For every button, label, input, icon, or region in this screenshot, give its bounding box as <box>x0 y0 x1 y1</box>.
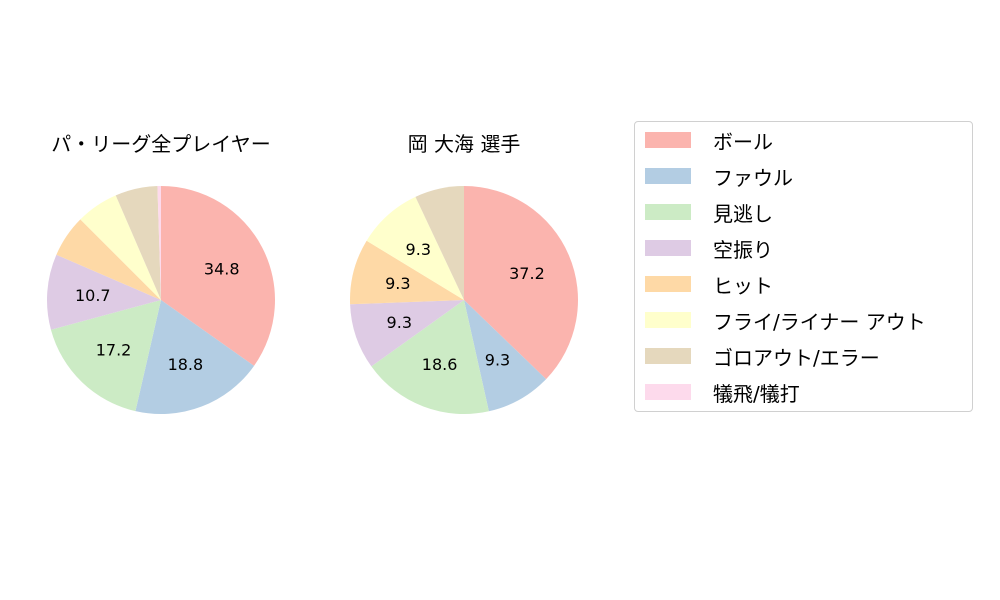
legend-label: ボール <box>713 129 773 154</box>
legend-item-foul: ファウル <box>645 164 793 190</box>
slice-label: 9.3 <box>406 240 431 259</box>
legend-item-hit: ヒット <box>645 272 773 298</box>
legend-swatch <box>645 204 691 220</box>
pie-slice <box>80 195 161 300</box>
legend-label: ゴロアウト/エラー <box>713 345 880 370</box>
pie-slice <box>349 240 464 305</box>
pie-slice <box>135 300 255 414</box>
legend-swatch <box>645 168 691 184</box>
pie-slice <box>50 300 161 412</box>
legend-label: 犠飛/犠打 <box>713 381 800 406</box>
pie-slice <box>371 300 489 415</box>
pie-slice <box>46 254 161 330</box>
right-pie-title: 岡 大海 選手 <box>407 132 521 156</box>
slice-label: 9.3 <box>485 351 510 370</box>
legend-label: 見逃し <box>713 201 773 226</box>
legend-swatch <box>645 384 691 400</box>
slice-label: 10.7 <box>75 286 111 305</box>
pie-slice <box>464 300 547 412</box>
slice-label: 18.8 <box>168 355 204 374</box>
legend-item-called-strike: 見逃し <box>645 200 773 226</box>
left-pie-title: パ・リーグ全プレイヤー <box>51 132 271 156</box>
pie-slice <box>366 196 464 300</box>
legend-label: ファウル <box>713 165 793 190</box>
pie-slice <box>56 219 161 300</box>
legend-swatch <box>645 132 691 148</box>
slice-label: 18.6 <box>422 355 458 374</box>
pie-charts: 34.8 18.8 17.2 10.7 37.2 9.3 18.6 9.3 9.3 9.3 <box>46 186 579 415</box>
pie-slice <box>157 186 161 300</box>
slice-label: 37.2 <box>509 264 545 283</box>
legend-label: フライ/ライナー アウト <box>713 309 926 334</box>
slice-label: 9.3 <box>387 313 412 332</box>
legend-item-swinging-strike: 空振り <box>645 236 773 262</box>
slice-label: 9.3 <box>385 274 410 293</box>
legend-label: ヒット <box>713 273 773 298</box>
legend-swatch <box>645 312 691 328</box>
legend-item-fly-out: フライ/ライナー アウト <box>645 308 926 334</box>
legend: ボール ファウル 見逃し 空振り ヒット フライ/ライナー アウト ゴロアウト/… <box>634 121 973 412</box>
legend-swatch <box>645 276 691 292</box>
pie-slice <box>350 300 464 367</box>
legend-item-ball: ボール <box>645 128 773 154</box>
legend-swatch <box>645 348 691 364</box>
pie-slice <box>115 186 161 300</box>
legend-item-ground-out: ゴロアウト/エラー <box>645 344 880 370</box>
slice-label: 17.2 <box>96 340 132 359</box>
slice-label: 34.8 <box>204 260 240 279</box>
legend-label: 空振り <box>713 237 773 262</box>
legend-item-sacrifice: 犠飛/犠打 <box>645 380 800 406</box>
pie-slice <box>415 186 464 300</box>
legend-swatch <box>645 240 691 256</box>
pie-slice <box>464 186 579 380</box>
pie-slice <box>161 186 276 366</box>
